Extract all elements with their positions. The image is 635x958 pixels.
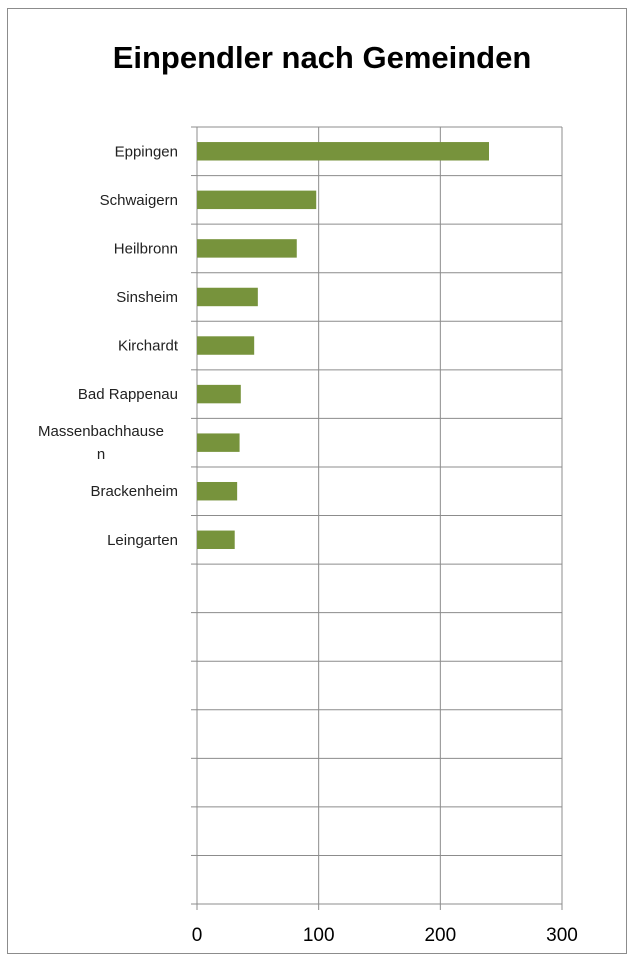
chart-title: Einpendler nach Gemeinden [113, 40, 532, 75]
x-tick-label: 200 [424, 925, 456, 946]
category-label-layer: Eppingen Schwaigern Heilbronn Sinsheim Kirch… [38, 143, 179, 549]
bar [197, 481, 238, 501]
category-label: Leingarten [107, 532, 178, 549]
bar [197, 287, 258, 307]
bar [197, 384, 241, 404]
x-tick-label: 100 [303, 925, 335, 946]
category-label: Eppingen [115, 143, 178, 160]
grid-layer [191, 126, 563, 910]
category-label: Schwaigern [100, 192, 178, 209]
category-label: Sinsheim [116, 289, 178, 306]
chart-frame [7, 8, 627, 954]
category-label: n [97, 446, 105, 463]
x-tick-label: 0 [192, 925, 203, 946]
category-label: Kirchardt [118, 338, 179, 355]
bar [197, 530, 235, 550]
bar [197, 142, 489, 161]
x-tick-label: 300 [546, 925, 578, 946]
category-label: Brackenheim [90, 483, 178, 500]
bar [197, 190, 317, 210]
bar-layer [197, 142, 489, 550]
category-label: Bad Rappenau [78, 386, 178, 403]
tick-label-layer: 0 100 200 300 [192, 925, 578, 946]
bar [197, 433, 240, 452]
bar [197, 336, 255, 355]
category-label: Heilbronn [114, 240, 178, 257]
category-label: Massenbachhause [38, 423, 164, 440]
bar [197, 239, 297, 258]
